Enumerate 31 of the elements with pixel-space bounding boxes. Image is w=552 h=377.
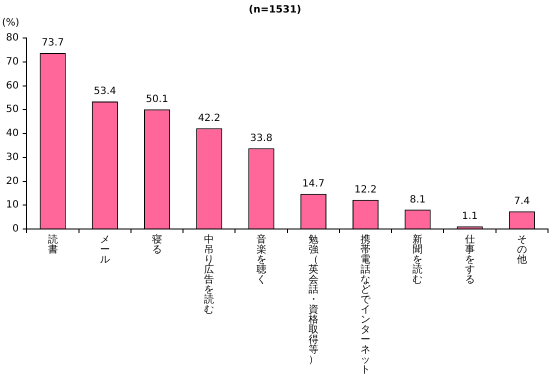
data-label: 8.1: [410, 194, 426, 206]
x-tick-label: 中吊り広告を読む: [204, 234, 214, 316]
data-label: 53.4: [94, 86, 116, 98]
x-tick-label: メール: [100, 234, 110, 266]
x-tick-label: その他: [516, 234, 527, 266]
y-tick-label: 30: [6, 152, 19, 163]
y-tick-label: 50: [6, 104, 19, 116]
data-label: 7.4: [514, 196, 530, 207]
data-label: 1.1: [462, 210, 478, 222]
y-tick-label: 20: [6, 176, 19, 187]
y-axis-title: (%): [2, 18, 20, 29]
data-label: 33.8: [250, 132, 272, 144]
category-label: 携帯電話などでインターネット: [360, 234, 371, 376]
y-tick-label: 60: [6, 80, 19, 92]
y-tick-label: 40: [6, 128, 19, 140]
x-tick-label: 仕事をする: [464, 234, 475, 286]
data-label: 42.2: [198, 112, 220, 124]
data-label: 14.7: [302, 178, 325, 190]
x-tick-label: 読書: [48, 234, 58, 256]
y-tick-label: 10: [6, 200, 19, 211]
x-tick-label: 音楽を聴く: [256, 234, 266, 286]
data-label: 12.2: [354, 184, 377, 196]
data-label: 73.7: [42, 38, 64, 49]
x-tick-label: 寝る: [152, 234, 162, 256]
category-label: 勉強（英会話・資格取得等）: [308, 234, 318, 366]
x-tick-label: 新聞を読む: [412, 234, 423, 286]
y-tick-label: 70: [6, 56, 19, 68]
y-tick-label: 0: [12, 224, 19, 235]
chart-title: (n=1531): [248, 4, 302, 16]
data-label: 50.1: [146, 94, 168, 105]
y-tick-label: 80: [6, 32, 19, 44]
